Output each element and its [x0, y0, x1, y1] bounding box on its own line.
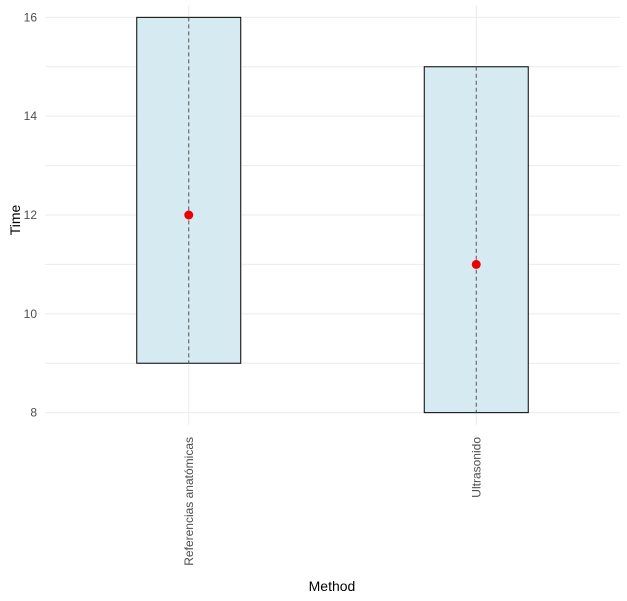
- y-tick-label: 14: [24, 109, 38, 123]
- y-axis-ticks: 8 10 12 14 16: [24, 10, 38, 419]
- mean-point: [184, 210, 194, 220]
- mean-point: [471, 259, 481, 269]
- y-tick-label: 16: [24, 10, 38, 24]
- x-tick-label: Referencias anatómicas: [182, 437, 196, 566]
- y-tick-label: 10: [24, 307, 38, 321]
- x-axis-ticks: Referencias anatómicas Ultrasonido: [182, 437, 484, 566]
- x-tick-label: Ultrasonido: [469, 437, 483, 498]
- y-axis-title: Time: [7, 204, 23, 235]
- y-tick-label: 12: [24, 208, 38, 222]
- grid-lines: [45, 5, 620, 425]
- y-tick-label: 8: [30, 406, 37, 420]
- chart-marks: [136, 16, 529, 414]
- x-axis-title: Method: [309, 578, 356, 594]
